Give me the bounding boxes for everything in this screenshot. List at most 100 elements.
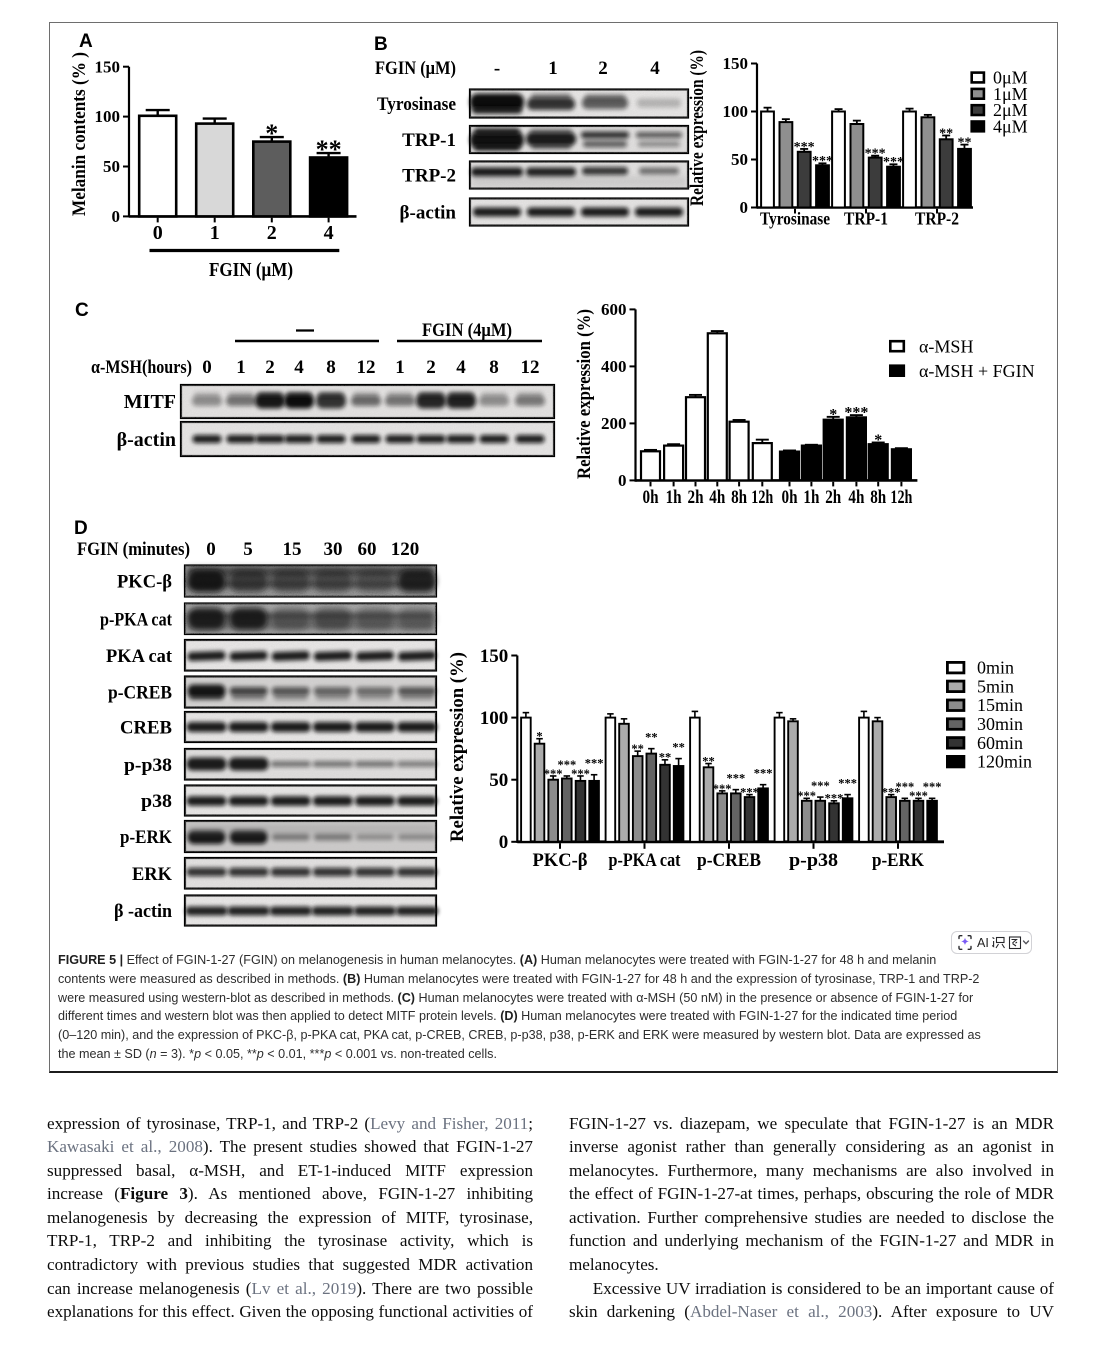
- svg-text:**: **: [957, 135, 971, 150]
- svg-text:***: ***: [883, 155, 904, 170]
- svg-text:60: 60: [358, 539, 377, 560]
- svg-text:100: 100: [95, 107, 121, 126]
- svg-text:60min: 60min: [977, 733, 1023, 753]
- svg-text:120: 120: [391, 539, 420, 560]
- svg-text:2h: 2h: [825, 487, 841, 508]
- svg-text:30min: 30min: [977, 714, 1023, 734]
- svg-text:p-p38: p-p38: [124, 755, 172, 776]
- svg-text:1h: 1h: [666, 487, 682, 508]
- svg-text:AI: AI: [977, 936, 989, 950]
- svg-text:0h: 0h: [782, 487, 798, 508]
- svg-text:β -actin: β -actin: [114, 901, 172, 922]
- svg-text:Tyrosinase: Tyrosinase: [760, 209, 830, 229]
- svg-text:α-MSH(hours): α-MSH(hours): [91, 357, 192, 378]
- svg-text:p-CREB: p-CREB: [108, 683, 172, 704]
- svg-text:4μM: 4μM: [993, 116, 1028, 136]
- svg-text:0: 0: [618, 471, 627, 490]
- svg-text:1: 1: [395, 357, 405, 378]
- svg-text:4: 4: [456, 357, 466, 378]
- svg-text:5: 5: [243, 539, 253, 560]
- svg-text:Melanin contents (% ): Melanin contents (% ): [69, 52, 90, 216]
- svg-text:4: 4: [650, 58, 660, 79]
- svg-text:**: **: [631, 742, 644, 756]
- svg-text:p-PKA cat: p-PKA cat: [609, 850, 682, 871]
- svg-text:***: ***: [740, 785, 759, 799]
- svg-text:4h: 4h: [709, 487, 725, 508]
- svg-text:CREB: CREB: [120, 718, 172, 739]
- svg-text:ERK: ERK: [132, 864, 172, 885]
- svg-text:200: 200: [601, 414, 627, 433]
- svg-text:α-MSH: α-MSH: [919, 337, 973, 357]
- svg-text:***: ***: [557, 758, 576, 772]
- svg-text:β-actin: β-actin: [117, 429, 176, 451]
- svg-text:p-p38: p-p38: [789, 850, 838, 871]
- svg-text:B: B: [374, 34, 388, 55]
- svg-text:TRP-2: TRP-2: [915, 209, 959, 229]
- svg-text:30: 30: [324, 539, 343, 560]
- svg-text:Relative expression (%): Relative expression (%): [687, 50, 708, 206]
- svg-text:*: *: [536, 730, 542, 744]
- svg-text:0min: 0min: [977, 658, 1014, 678]
- svg-text:p-PKA cat: p-PKA cat: [100, 609, 173, 630]
- svg-text:***: ***: [923, 780, 942, 794]
- svg-text:1μM: 1μM: [993, 84, 1028, 104]
- svg-text:0: 0: [206, 539, 216, 560]
- svg-text:PKC-β: PKC-β: [533, 850, 588, 871]
- svg-text:***: ***: [838, 776, 857, 790]
- svg-text:12h: 12h: [751, 487, 773, 508]
- svg-text:**: **: [316, 135, 342, 164]
- svg-text:8: 8: [489, 357, 499, 378]
- svg-text:400: 400: [601, 357, 627, 376]
- svg-text:600: 600: [601, 300, 627, 319]
- svg-text:FGIN (4μM): FGIN (4μM): [422, 320, 512, 341]
- svg-text:p-ERK: p-ERK: [120, 827, 172, 848]
- svg-text:FGIN (μM): FGIN (μM): [375, 58, 456, 79]
- svg-text:FGIN (μM): FGIN (μM): [209, 259, 293, 281]
- svg-text:PKA cat: PKA cat: [106, 646, 173, 667]
- svg-text:150: 150: [723, 54, 749, 73]
- svg-text:p-ERK: p-ERK: [872, 850, 924, 871]
- svg-text:p-CREB: p-CREB: [697, 850, 761, 871]
- svg-text:*: *: [265, 119, 278, 148]
- svg-text:***: ***: [571, 767, 590, 781]
- svg-text:α-MSH + FGIN: α-MSH + FGIN: [919, 361, 1035, 381]
- svg-text:0: 0: [153, 222, 163, 244]
- svg-text:15min: 15min: [977, 695, 1023, 715]
- svg-text:1h: 1h: [803, 487, 819, 508]
- svg-text:100: 100: [723, 102, 749, 121]
- svg-text:MITF: MITF: [124, 391, 176, 413]
- svg-text:2μM: 2μM: [993, 100, 1028, 120]
- svg-text:β-actin: β-actin: [400, 203, 457, 224]
- svg-text:0h: 0h: [643, 487, 659, 508]
- svg-text:***: ***: [895, 780, 914, 794]
- svg-text:0: 0: [740, 198, 749, 217]
- svg-text:50: 50: [489, 770, 508, 791]
- svg-text:0: 0: [112, 207, 121, 226]
- svg-text:2: 2: [598, 58, 608, 79]
- svg-text:***: ***: [811, 779, 830, 793]
- svg-text:***: ***: [726, 772, 745, 786]
- svg-text:12: 12: [521, 357, 540, 378]
- svg-text:***: ***: [882, 785, 901, 799]
- svg-text:-: -: [494, 58, 500, 79]
- svg-text:***: ***: [844, 405, 868, 422]
- svg-text:***: ***: [794, 140, 815, 155]
- svg-text:*: *: [874, 432, 882, 449]
- svg-text:0μM: 0μM: [993, 68, 1028, 88]
- svg-text:***: ***: [865, 147, 886, 162]
- svg-text:4: 4: [294, 357, 304, 378]
- svg-text:***: ***: [825, 792, 844, 806]
- svg-text:150: 150: [480, 646, 509, 667]
- svg-text:TRP-1: TRP-1: [402, 130, 456, 151]
- svg-text:1: 1: [236, 357, 246, 378]
- svg-text:A: A: [79, 31, 93, 52]
- svg-text:p38: p38: [141, 791, 172, 812]
- svg-text:1: 1: [548, 58, 558, 79]
- svg-text:2: 2: [265, 357, 275, 378]
- svg-text:**: **: [645, 731, 658, 745]
- svg-text:8h: 8h: [731, 487, 747, 508]
- svg-text:5min: 5min: [977, 676, 1014, 696]
- svg-text:***: ***: [797, 789, 816, 803]
- svg-text:150: 150: [95, 57, 121, 76]
- svg-text:TRP-1: TRP-1: [844, 209, 888, 229]
